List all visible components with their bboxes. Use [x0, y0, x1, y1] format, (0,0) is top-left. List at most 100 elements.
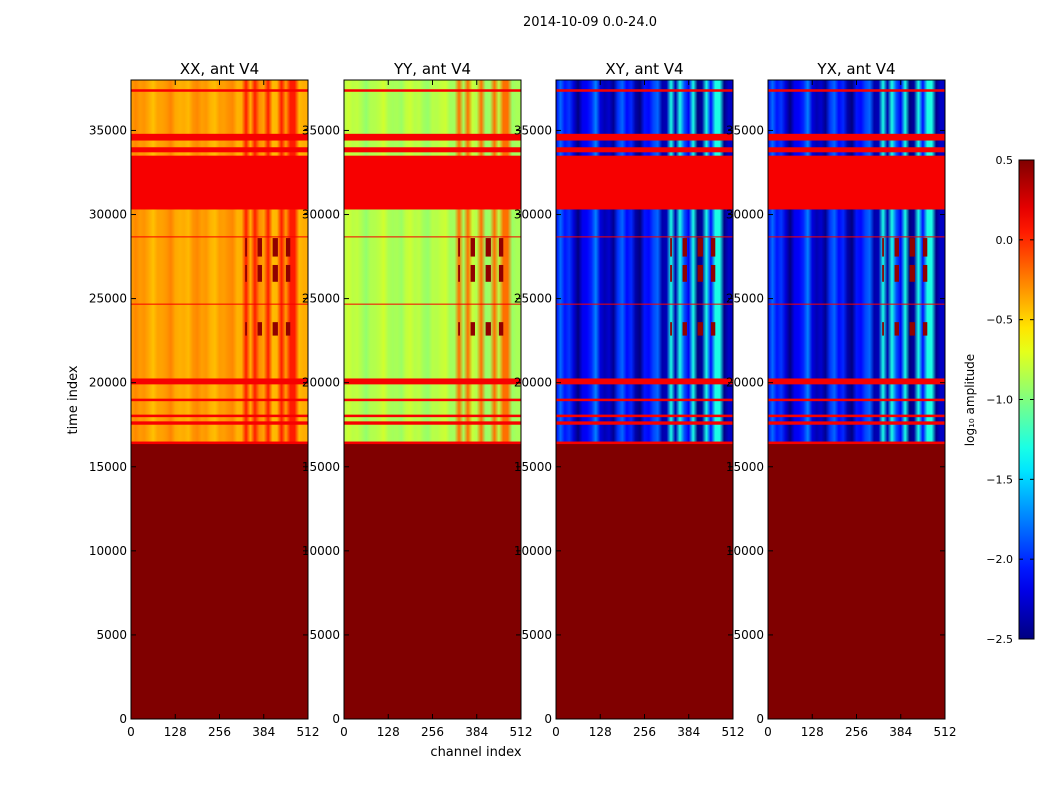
- flagged-band: [344, 147, 521, 153]
- flagged-band: [131, 303, 308, 305]
- flagged-band: [131, 133, 308, 141]
- heatmap-hot-cell: [670, 264, 672, 282]
- heatmap-hot-cell: [710, 264, 716, 282]
- flagged-band: [131, 236, 308, 238]
- heatmap-hot-cell: [470, 238, 475, 257]
- heatmap-hot-cell: [458, 264, 460, 282]
- heatmap-hot-cell: [670, 238, 672, 257]
- flagged-band: [131, 155, 308, 210]
- colorbar-tick-label: −2.5: [986, 633, 1013, 646]
- x-tick-label: 0: [340, 725, 348, 739]
- no-data-region: [556, 443, 733, 719]
- flagged-band: [344, 155, 521, 210]
- heatmap-panels: XX, ant V4 0 128 256 384 512 0 5000 10000 15000 20…: [89, 60, 957, 739]
- x-tick-label: 128: [164, 725, 187, 739]
- heatmap-hot-cell: [922, 238, 928, 257]
- heatmap-hot-cell: [272, 238, 278, 257]
- y-tick-label: 0: [119, 712, 127, 726]
- flagged-band: [344, 133, 521, 141]
- heatmap-hot-cell: [470, 322, 475, 336]
- flagged-band: [556, 89, 733, 92]
- y-tick-label: 15000: [302, 460, 340, 474]
- flagged-band: [344, 378, 521, 385]
- flagged-band: [344, 89, 521, 92]
- x-tick-label: 0: [127, 725, 135, 739]
- heatmap-hot-cell: [882, 264, 884, 282]
- heatmap-hot-cell: [882, 238, 884, 257]
- flagged-band: [768, 133, 945, 141]
- flagged-band: [556, 421, 733, 425]
- figure-title: 2014-10-09 0.0-24.0: [523, 15, 657, 30]
- y-tick-label: 15000: [726, 460, 764, 474]
- heatmap-hot-cell: [697, 264, 703, 282]
- y-tick-label: 15000: [89, 460, 127, 474]
- x-tick-label: 0: [764, 725, 772, 739]
- y-tick-label: 35000: [726, 123, 764, 137]
- heatmap-hot-cell: [458, 322, 460, 336]
- heatmap-hot-cell: [245, 322, 247, 336]
- y-tick-label: 0: [544, 712, 552, 726]
- flagged-band: [344, 441, 521, 445]
- flagged-band: [556, 236, 733, 238]
- flagged-band: [556, 414, 733, 418]
- colorbar-tick-label: 0.5: [996, 154, 1014, 167]
- flagged-band: [768, 398, 945, 402]
- heatmap-hot-cell: [485, 322, 491, 336]
- flagged-band: [344, 421, 521, 425]
- panel-2: YY, ant V4 0 128 256 384 512 0 5000 10000 15000 20…: [302, 60, 533, 739]
- heatmap-hot-cell: [257, 264, 262, 282]
- colorbar-tick-label: 0.0: [996, 234, 1014, 247]
- heatmap-hot-cell: [894, 238, 899, 257]
- y-tick-label: 5000: [309, 628, 340, 642]
- flagged-band: [344, 398, 521, 402]
- x-tick-label: 256: [208, 725, 231, 739]
- heatmap-hot-cell: [682, 238, 687, 257]
- flagged-band: [344, 414, 521, 418]
- x-tick-label: 384: [889, 725, 912, 739]
- x-tick-label: 384: [465, 725, 488, 739]
- y-tick-label: 35000: [302, 123, 340, 137]
- heatmap-hot-cell: [272, 264, 278, 282]
- y-tick-label: 35000: [514, 123, 552, 137]
- panel-title: YY, ant V4: [393, 60, 471, 78]
- y-tick-label: 30000: [514, 208, 552, 222]
- panel-1: XX, ant V4 0 128 256 384 512 0 5000 10000 15000 20…: [89, 60, 320, 739]
- flagged-band: [131, 398, 308, 402]
- y-tick-label: 20000: [514, 376, 552, 390]
- y-tick-label: 25000: [89, 292, 127, 306]
- heatmap-hot-cell: [285, 238, 291, 257]
- flagged-band: [556, 398, 733, 402]
- heatmap-hot-cell: [909, 238, 915, 257]
- colorbar-tick-label: −2.0: [986, 553, 1013, 566]
- no-data-region: [344, 443, 521, 719]
- y-tick-label: 25000: [302, 292, 340, 306]
- flagged-band: [131, 378, 308, 385]
- colorbar-tick-label: −0.5: [986, 314, 1013, 327]
- heatmap-hot-cell: [272, 322, 278, 336]
- flagged-band: [344, 236, 521, 238]
- heatmap-hot-cell: [894, 322, 899, 336]
- flagged-band: [556, 147, 733, 153]
- flagged-band: [131, 147, 308, 153]
- x-tick-label: 0: [552, 725, 560, 739]
- x-tick-label: 512: [722, 725, 745, 739]
- flagged-band: [768, 89, 945, 92]
- y-tick-label: 10000: [514, 544, 552, 558]
- colorbar-label: log₁₀ amplitude: [963, 354, 977, 446]
- y-tick-label: 10000: [726, 544, 764, 558]
- flagged-band: [768, 378, 945, 385]
- y-tick-label: 5000: [733, 628, 764, 642]
- colorbar-tick-label: −1.0: [986, 394, 1013, 407]
- x-axis-label: channel index: [430, 745, 521, 760]
- heatmap-hot-cell: [682, 264, 687, 282]
- y-tick-label: 5000: [521, 628, 552, 642]
- x-tick-label: 512: [297, 725, 320, 739]
- heatmap-hot-cell: [670, 322, 672, 336]
- flagged-band: [344, 303, 521, 305]
- x-tick-label: 256: [845, 725, 868, 739]
- heatmap-hot-cell: [682, 322, 687, 336]
- y-tick-label: 10000: [89, 544, 127, 558]
- flagged-band: [556, 303, 733, 305]
- panel-title: YX, ant V4: [816, 60, 895, 78]
